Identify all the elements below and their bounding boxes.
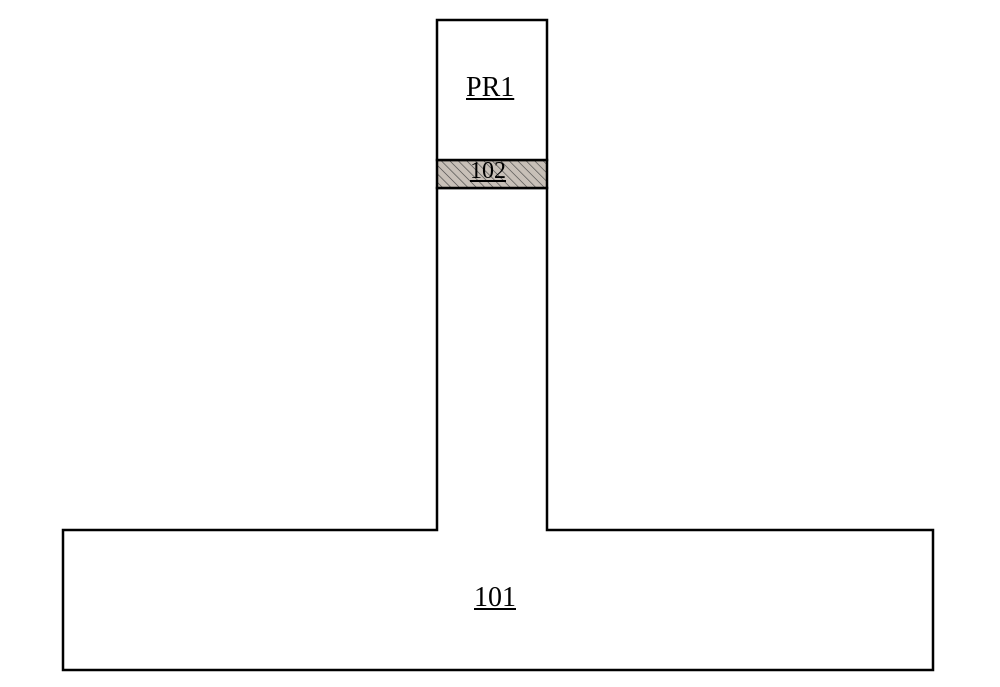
label-101: 101 (474, 582, 516, 614)
label-pr1: PR1 (466, 72, 514, 104)
label-102: 102 (470, 158, 506, 185)
